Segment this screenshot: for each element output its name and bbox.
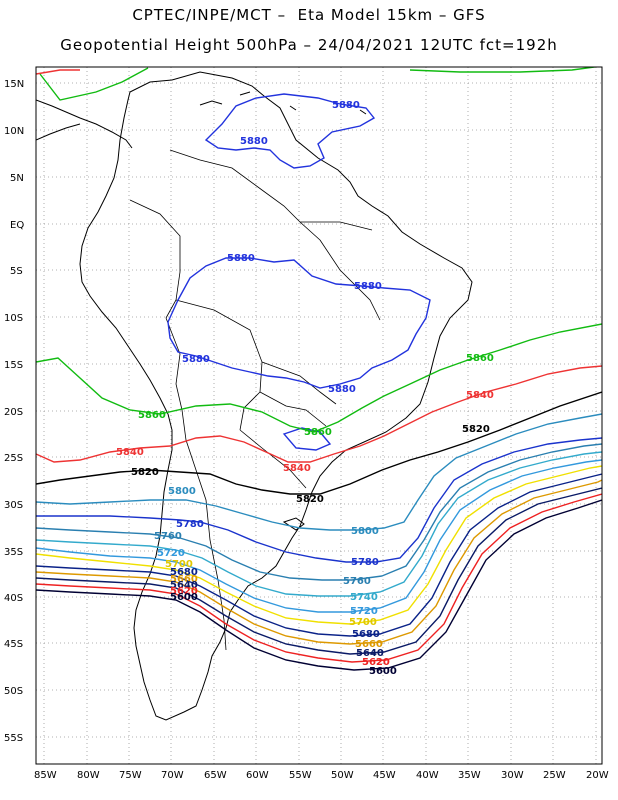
lat-label: 15N [4, 79, 24, 90]
lat-label: 40S [4, 593, 23, 604]
lat-label: EQ [10, 220, 24, 231]
label-5660: 5660 [170, 574, 198, 585]
label-5760: 5760 [343, 576, 371, 587]
contour-5720 [36, 459, 602, 613]
lon-label: 40W [416, 770, 439, 781]
contour-5840 [36, 69, 602, 463]
lat-label: 30S [4, 500, 23, 511]
label-5860: 5860 [138, 410, 166, 421]
lon-label: 70W [161, 770, 184, 781]
contour-5760 [36, 443, 602, 581]
contour-5700 [36, 465, 602, 625]
label-5880: 5880 [332, 100, 360, 111]
graticule [36, 67, 602, 764]
contour-5880-south [282, 427, 332, 451]
label-5860: 5860 [466, 353, 494, 364]
contour-5740 [36, 451, 602, 597]
contour-5820 [36, 391, 602, 495]
label-5800: 5800 [351, 526, 379, 537]
label-5820: 5820 [296, 494, 324, 505]
lat-label: 50S [4, 686, 23, 697]
map-frame [35, 66, 603, 765]
label-5720: 5720 [157, 548, 185, 559]
map-title: CPTEC/INPE/MCT – Eta Model 15km – GFS [132, 6, 486, 24]
lon-label: 50W [331, 770, 354, 781]
label-5700: 5700 [349, 617, 377, 628]
label-5840: 5840 [116, 447, 144, 458]
label-5620: 5620 [170, 586, 198, 597]
lat-label: 10N [4, 126, 24, 137]
longitude-labels: 85W 80W 75W 70W 65W 60W 55W 50W 45W 40W … [34, 770, 609, 781]
lon-label: 65W [204, 770, 227, 781]
contour-5860 [36, 67, 602, 433]
lon-label: 75W [119, 770, 142, 781]
lon-label: 80W [77, 770, 100, 781]
label-5780: 5780 [176, 519, 204, 530]
lon-label: 55W [289, 770, 312, 781]
label-5780: 5780 [351, 557, 379, 568]
label-5740: 5740 [350, 592, 378, 603]
contour-lines [36, 67, 602, 671]
contour-5640 [36, 487, 602, 655]
south-america-coastline [79, 71, 473, 721]
lat-label: 35S [4, 547, 23, 558]
lon-label: 45W [373, 770, 396, 781]
falkland-islands [282, 517, 305, 531]
label-5640: 5640 [170, 580, 198, 591]
label-5660: 5660 [355, 639, 383, 650]
lat-label: 5S [10, 266, 23, 277]
lat-label: 20S [4, 407, 23, 418]
lon-label: 35W [458, 770, 481, 781]
contour-5800 [36, 413, 602, 531]
contour-5600 [36, 499, 602, 671]
label-5600: 5600 [369, 666, 397, 677]
label-5620: 5620 [362, 657, 390, 668]
lat-label: 10S [4, 313, 23, 324]
lat-label: 25S [4, 453, 23, 464]
lat-label: 15S [4, 360, 23, 371]
label-5880: 5880 [227, 253, 255, 264]
label-5800: 5800 [168, 486, 196, 497]
lon-label: 85W [34, 770, 57, 781]
contour-5620 [36, 493, 602, 663]
contour-5780 [36, 437, 602, 563]
lat-label: 45S [4, 639, 23, 650]
label-5840: 5840 [466, 390, 494, 401]
lon-label: 60W [246, 770, 269, 781]
map-subtitle: Geopotential Height 500hPa – 24/04/2021 … [60, 36, 558, 54]
caribbean-islands [199, 91, 367, 115]
latitude-labels: 15N 10N 5N EQ 5S 10S 15S 20S 25S 30S 35S… [4, 79, 24, 744]
label-5820: 5820 [131, 467, 159, 478]
label-5880: 5880 [354, 281, 382, 292]
lon-label: 20W [586, 770, 609, 781]
label-5720: 5720 [350, 606, 378, 617]
contour-5880-north [204, 93, 376, 169]
label-5680: 5680 [170, 567, 198, 578]
lat-label: 5N [10, 173, 24, 184]
lon-label: 30W [501, 770, 524, 781]
label-5600: 5600 [170, 592, 198, 603]
label-5640: 5640 [356, 648, 384, 659]
label-5880: 5880 [182, 354, 210, 365]
label-5680: 5680 [352, 629, 380, 640]
central-america-coastline [36, 99, 133, 149]
lat-label: 55S [4, 733, 23, 744]
contour-labels: 5880 5880 5880 5880 5880 5880 5860 5860 … [116, 100, 494, 677]
label-5880: 5880 [328, 384, 356, 395]
label-5700: 5700 [165, 559, 193, 570]
label-5820: 5820 [462, 424, 490, 435]
lon-label: 25W [543, 770, 566, 781]
label-5860: 5860 [304, 427, 332, 438]
contour-5880-main [167, 257, 431, 389]
coastline [36, 71, 473, 721]
label-5880: 5880 [240, 136, 268, 147]
label-5840: 5840 [283, 463, 311, 474]
label-5760: 5760 [154, 531, 182, 542]
contour-5660 [36, 479, 602, 645]
contour-5680 [36, 473, 602, 637]
